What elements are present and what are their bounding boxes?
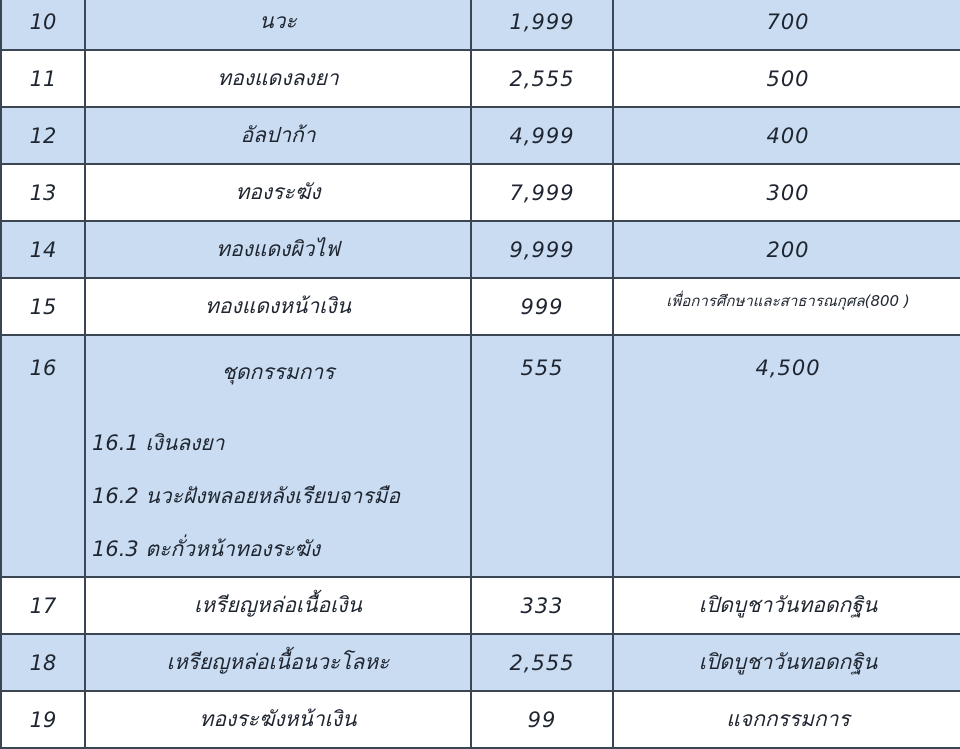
item-price: 999 [470,277,614,336]
table-row: 10 นวะ 1,999 700 [0,0,960,51]
item-price: 9,999 [470,220,614,279]
table-row: 13 ทองระฆัง 7,999 300 [0,163,960,222]
row-number: 12 [0,106,86,165]
item-price: 2,555 [470,633,614,692]
sub-item-list: 16.1 เงินลงยา 16.2 นวะฝังพลอยหลังเรียบจา… [87,417,469,575]
table-row: 14 ทองแดงผิวไฟ 9,999 200 [0,220,960,279]
item-name: เหรียญหล่อเนื้อนวะโลหะ [84,633,472,692]
row-number: 13 [0,163,86,222]
item-price: 2,555 [470,49,614,108]
table-row: 18 เหรียญหล่อเนื้อนวะโลหะ 2,555 เปิดบูชา… [0,633,960,692]
row-number: 16 [0,334,86,578]
item-quantity: 500 [612,49,960,108]
item-price: 7,999 [470,163,614,222]
item-name-cell: ชุดกรรมการ 16.1 เงินลงยา 16.2 นวะฝังพลอย… [84,334,472,578]
row-number: 11 [0,49,86,108]
item-quantity: 300 [612,163,960,222]
table-row: 17 เหรียญหล่อเนื้อเงิน 333 เปิดบูชาวันทอ… [0,576,960,635]
item-price: 1,999 [470,0,614,51]
item-price: 333 [470,576,614,635]
item-name: ทองระฆัง [84,163,472,222]
table-row: 16 ชุดกรรมการ 16.1 เงินลงยา 16.2 นวะฝังพ… [0,334,960,578]
item-name: ทองแดงหน้าเงิน [84,277,472,336]
table-row: 15 ทองแดงหน้าเงิน 999 เพื่อการศึกษาและสา… [0,277,960,336]
item-name: ทองแดงลงยา [84,49,472,108]
item-note: เพื่อการศึกษาและสาธารณกุศล(800 ) [612,277,960,336]
sub-item: 16.2 นวะฝังพลอยหลังเรียบจารมือ [92,484,400,508]
item-name: อัลปาก้า [84,106,472,165]
row-number: 10 [0,0,86,51]
table-row: 11 ทองแดงลงยา 2,555 500 [0,49,960,108]
item-quantity: 200 [612,220,960,279]
item-name: ทองแดงผิวไฟ [84,220,472,279]
item-quantity: 4,500 [612,334,960,578]
row-number: 15 [0,277,86,336]
item-price: 4,999 [470,106,614,165]
row-number: 14 [0,220,86,279]
item-name: ชุดกรรมการ [221,360,335,384]
row-number: 18 [0,633,86,692]
item-note: เปิดบูชาวันทอดกฐิน [612,633,960,692]
item-note: เปิดบูชาวันทอดกฐิน [612,576,960,635]
row-number: 17 [0,576,86,635]
item-quantity: 700 [612,0,960,51]
item-name: เหรียญหล่อเนื้อเงิน [84,576,472,635]
sub-item: 16.1 เงินลงยา [92,431,225,455]
table-row: 12 อัลปาก้า 4,999 400 [0,106,960,165]
sub-item: 16.3 ตะกั่วหน้าทองระฆัง [92,537,320,561]
item-price: 555 [470,334,614,578]
item-quantity: 400 [612,106,960,165]
item-name: นวะ [84,0,472,51]
